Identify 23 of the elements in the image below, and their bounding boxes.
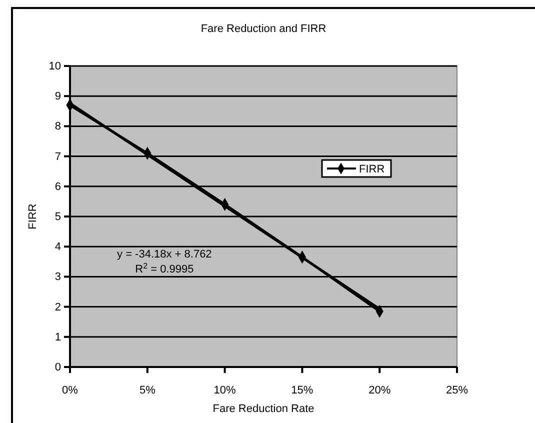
y-axis-title: FIRR xyxy=(27,204,39,230)
y-tick-label: 3 xyxy=(54,271,61,284)
y-tick-label: 0 xyxy=(54,362,61,374)
y-tick-label: 9 xyxy=(54,90,61,103)
x-tick-label: 25% xyxy=(446,384,468,397)
y-tick-label: 6 xyxy=(54,180,61,193)
y-tick-label: 5 xyxy=(54,211,61,224)
x-tick-label: 20% xyxy=(368,384,391,397)
annotation: R$^{2}$ = 0.9995 xyxy=(135,261,194,276)
y-tick-label: 8 xyxy=(54,120,61,133)
y-tick-label: 2 xyxy=(54,301,61,314)
x-axis-title: Fare Reduction Rate xyxy=(212,403,314,415)
x-tick-label: 0% xyxy=(62,384,78,397)
y-tick-label: 10 xyxy=(48,60,61,73)
annotation: y = -34.18x + 8.762 xyxy=(117,248,212,261)
y-tick-label: 1 xyxy=(54,331,61,344)
y-tick-label: 4 xyxy=(54,241,61,254)
x-tick-label: 10% xyxy=(214,384,236,397)
chart-title: Fare Reduction and FIRR xyxy=(200,23,326,35)
y-tick-label: 7 xyxy=(54,150,61,163)
legend-label: FIRR xyxy=(359,164,385,176)
x-tick-label: 5% xyxy=(139,384,156,397)
x-tick-label: 15% xyxy=(291,384,314,397)
